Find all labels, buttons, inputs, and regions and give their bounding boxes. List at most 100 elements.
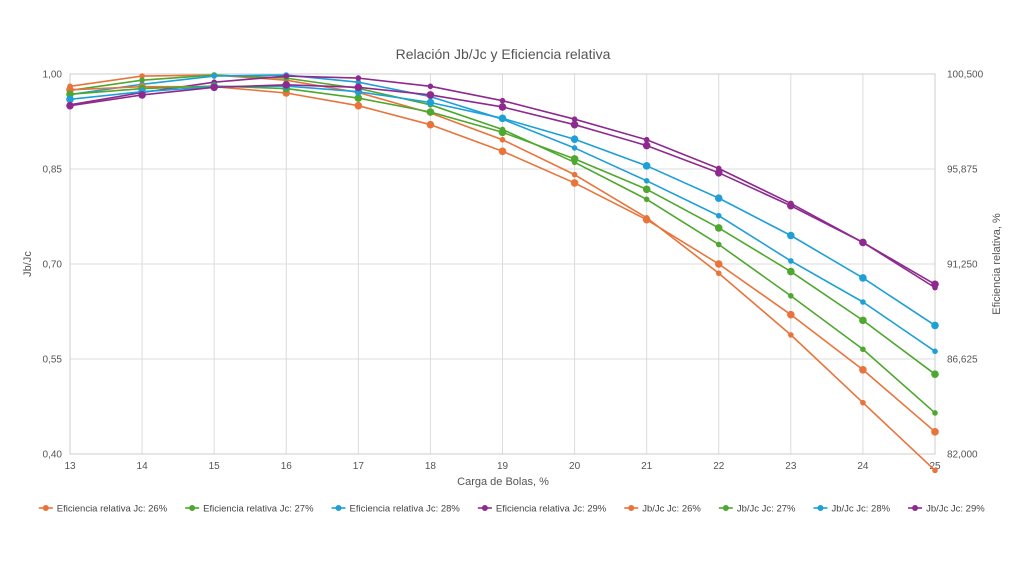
legend-item: Jb/Jc Jc: 26%	[624, 504, 701, 515]
data-point	[715, 241, 722, 248]
data-point	[139, 73, 145, 79]
y-left-tick-label: 0,85	[43, 165, 63, 176]
data-point	[498, 128, 507, 137]
y-left-tick-label: 1,00	[43, 70, 63, 81]
y-right-tick-label: 100,500	[947, 70, 984, 81]
data-point	[787, 267, 795, 276]
legend-label: Jb/Jc Jc: 26%	[642, 504, 701, 515]
x-tick-label: 21	[641, 461, 653, 472]
legend-label: Eficiencia relativa Jc: 27%	[203, 504, 314, 515]
x-axis-label: Carga de Bolas, %	[457, 476, 549, 488]
y-right-tick-label: 82,000	[947, 450, 978, 461]
data-point	[283, 73, 290, 79]
data-point	[426, 120, 435, 129]
data-point	[570, 155, 579, 163]
data-point	[211, 73, 217, 79]
legend-item: Eficiencia relativa Jc: 26%	[38, 504, 168, 515]
data-point	[571, 171, 578, 178]
x-tick-label: 16	[281, 461, 293, 472]
data-point	[788, 332, 794, 338]
chart-title: Relación Jb/Jc y Eficiencia relativa	[396, 46, 611, 62]
x-tick-label: 22	[713, 461, 725, 472]
y-left-tick-label: 0,40	[43, 450, 63, 461]
series	[66, 72, 939, 474]
data-point	[139, 77, 145, 83]
legend-swatch-marker	[189, 505, 196, 511]
data-point	[931, 428, 939, 436]
legend-label: Eficiencia relativa Jc: 29%	[496, 504, 607, 515]
data-point	[282, 80, 291, 89]
legend-item: Eficiencia relativa Jc: 28%	[331, 504, 461, 515]
data-point	[570, 135, 579, 144]
data-point	[426, 91, 435, 99]
data-point	[932, 467, 938, 474]
data-point	[498, 114, 507, 123]
x-tick-label: 25	[929, 461, 941, 472]
axes: 0,40 82,000 0,55 86,625 0,70 91,250 0,85 95,875…	[43, 70, 984, 473]
x-tick-label: 19	[497, 461, 509, 472]
data-point	[498, 103, 507, 111]
data-point	[859, 365, 867, 374]
data-point	[138, 91, 146, 99]
legend-item: Jb/Jc Jc: 27%	[718, 504, 796, 515]
data-point	[859, 274, 867, 282]
data-point	[931, 370, 939, 379]
data-point	[787, 231, 795, 240]
x-tick-label: 24	[857, 461, 869, 472]
data-point	[642, 185, 651, 194]
legend-swatch-marker	[722, 505, 729, 511]
data-point	[354, 101, 363, 110]
data-point	[643, 196, 650, 203]
data-point	[932, 348, 938, 355]
legend-label: Eficiencia relativa Jc: 28%	[350, 504, 461, 515]
x-tick-label: 15	[209, 461, 221, 472]
legend-swatch-marker	[817, 505, 824, 511]
x-tick-label: 17	[353, 461, 365, 472]
data-point	[860, 399, 866, 406]
data-point	[355, 79, 362, 86]
data-point	[570, 120, 579, 129]
legend-item: Jb/Jc Jc: 29%	[908, 504, 985, 515]
data-point	[859, 238, 867, 247]
data-point	[570, 179, 579, 187]
data-point	[426, 98, 435, 107]
legend-label: Jb/Jc Jc: 29%	[926, 504, 985, 515]
y-left-tick-label: 0,70	[43, 260, 63, 271]
y-right-tick-label: 91,250	[947, 260, 978, 271]
data-point	[571, 116, 578, 122]
data-point	[788, 258, 794, 264]
data-point	[642, 162, 651, 170]
x-tick-label: 23	[785, 461, 797, 472]
legend-label: Jb/Jc Jc: 28%	[831, 504, 890, 515]
legend-swatch-marker	[481, 505, 488, 511]
data-point	[643, 178, 650, 184]
legend-item: Jb/Jc Jc: 28%	[813, 504, 891, 515]
data-point	[498, 147, 507, 156]
data-point	[355, 75, 362, 81]
y-left-tick-label: 0,55	[43, 355, 63, 366]
legend-swatch-marker	[912, 505, 919, 511]
data-point	[66, 101, 74, 110]
x-tick-label: 18	[425, 461, 437, 472]
legend: Eficiencia relativa Jc: 26% Eficiencia re…	[38, 504, 985, 515]
data-point	[715, 212, 722, 219]
data-point	[499, 136, 506, 143]
data-point	[571, 145, 578, 151]
y-right-tick-label: 95,875	[947, 165, 978, 176]
data-point	[931, 321, 939, 330]
data-point	[210, 83, 218, 92]
legend-label: Jb/Jc Jc: 27%	[737, 504, 796, 515]
plot-frame	[69, 73, 936, 455]
legend-label: Eficiencia relativa Jc: 26%	[57, 504, 168, 515]
legend-swatch-marker	[628, 505, 635, 511]
y-axis-left-label: Jb/Jc	[22, 251, 34, 277]
series-8	[66, 80, 939, 289]
data-point	[714, 260, 723, 268]
data-point	[643, 136, 650, 143]
legend-swatch-marker	[42, 505, 49, 511]
x-tick-label: 13	[64, 461, 76, 472]
data-point	[642, 141, 651, 150]
data-point	[354, 94, 363, 102]
y-right-tick-label: 86,625	[947, 355, 978, 366]
